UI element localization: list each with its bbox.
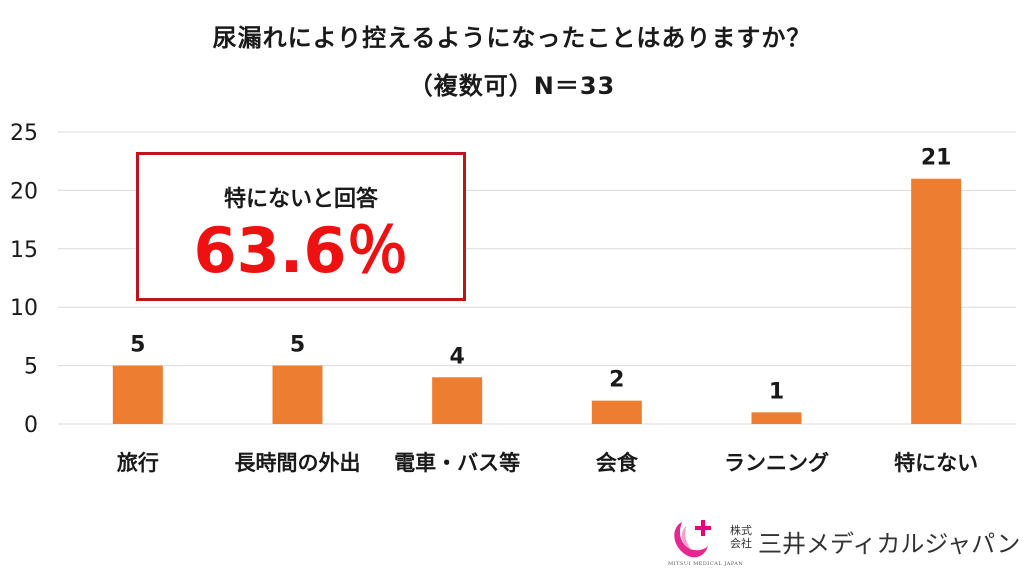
x-category-label: 電車・バス等: [394, 451, 520, 475]
y-tick-label: 10: [10, 296, 38, 321]
bar: [591, 400, 642, 424]
x-category-label: 特にない: [894, 451, 978, 475]
y-tick-label: 25: [10, 121, 38, 146]
chart-subtitle: （複数可）N＝33: [408, 72, 616, 100]
callout-box: 特にないと回答 63.6％: [136, 152, 466, 301]
data-label: 21: [921, 146, 952, 171]
logo-company-prefix: 株式会社: [730, 524, 752, 550]
x-category-label: ランニング: [724, 451, 829, 475]
bar: [112, 365, 163, 424]
bar: [911, 178, 962, 424]
data-label: 5: [290, 333, 305, 358]
data-label: 2: [609, 368, 624, 393]
bar: [432, 377, 483, 424]
y-tick-label: 5: [24, 355, 38, 380]
data-label: 5: [130, 333, 145, 358]
y-tick-label: 20: [10, 179, 38, 204]
chart-title: 尿漏れにより控えるようになったことはありますか？: [212, 24, 812, 52]
bar: [272, 365, 323, 424]
y-tick-label: 0: [24, 413, 38, 438]
y-tick-label: 15: [10, 238, 38, 263]
company-logo: MITSUI MEDICAL JAPAN 株式会社 三井メディカルジャパン: [668, 514, 1021, 570]
logo-subtext: MITSUI MEDICAL JAPAN: [668, 561, 744, 567]
x-category-label: 旅行: [117, 451, 159, 475]
callout-label: 特にないと回答: [223, 187, 378, 212]
mitsui-medical-logo-icon: [674, 520, 711, 558]
logo-company-name: 三井メディカルジャパン: [758, 530, 1021, 558]
data-label: 4: [450, 344, 465, 369]
bar: [751, 412, 802, 424]
callout-value: 63.6％: [193, 214, 409, 287]
data-label: 1: [769, 379, 784, 404]
x-category-label: 長時間の外出: [235, 451, 361, 475]
x-category-label: 会食: [596, 451, 639, 475]
